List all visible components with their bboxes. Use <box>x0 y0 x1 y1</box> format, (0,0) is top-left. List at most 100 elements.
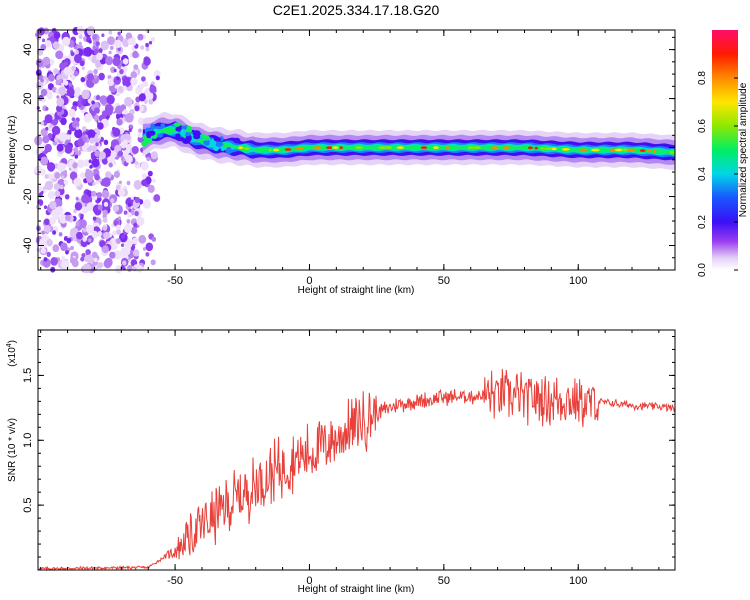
snr-y-ticks: 0.5 1.0 1.5 <box>22 335 675 558</box>
ridge-blotch <box>233 137 241 144</box>
snr-multiplier-close: ) <box>7 340 18 343</box>
noise-blob <box>74 54 82 64</box>
noise-blob <box>91 190 97 197</box>
noise-blob <box>96 192 103 199</box>
spectrogram-y-axis-label: Frequency (Hz) <box>7 116 18 185</box>
noise-blob <box>122 77 131 88</box>
noise-blob <box>115 265 123 274</box>
noise-blob <box>81 99 86 105</box>
x-tick-label: 0 <box>306 275 312 287</box>
noise-blob <box>63 179 69 186</box>
noise-blob <box>112 204 120 212</box>
noise-blob <box>40 247 47 254</box>
noise-blob <box>80 76 86 83</box>
noise-blob <box>40 128 48 137</box>
ridge-blotch <box>157 133 164 138</box>
noise-blob <box>97 230 103 237</box>
noise-blob <box>54 172 61 179</box>
noise-blob <box>123 210 128 215</box>
noise-blob <box>75 220 81 227</box>
noise-blob <box>56 104 63 113</box>
noise-blob <box>44 114 53 124</box>
colorbar-gradient <box>712 30 738 270</box>
noise-blob <box>108 162 113 168</box>
noise-blob <box>122 85 128 91</box>
noise-blob <box>137 131 144 138</box>
noise-blob <box>43 189 47 193</box>
noise-blob <box>100 40 109 51</box>
noise-blob <box>110 150 117 158</box>
noise-blob <box>61 175 65 180</box>
noise-blob <box>86 26 96 36</box>
noise-blob <box>87 146 92 153</box>
noise-blob <box>49 200 57 210</box>
noise-blob <box>91 230 99 239</box>
noise-blob <box>122 40 129 48</box>
noise-blob <box>40 44 47 51</box>
noise-blob <box>150 259 156 266</box>
noise-blob <box>118 180 122 184</box>
ridge-hotspot <box>243 147 250 151</box>
ridge-hotspot <box>295 147 304 150</box>
noise-blob <box>140 45 145 50</box>
ridge-blotch <box>169 127 175 133</box>
noise-blob <box>68 82 72 87</box>
svg-text:(x104): (x104) <box>6 340 18 367</box>
noise-blob <box>117 86 124 93</box>
noise-blob <box>117 150 124 157</box>
noise-blob <box>63 66 72 76</box>
noise-blob <box>102 225 108 231</box>
snr-plot-area <box>38 330 675 570</box>
y-tick-label: 40 <box>22 43 34 55</box>
noise-blob <box>114 84 119 89</box>
noise-blob <box>133 223 138 228</box>
noise-blob <box>86 202 95 212</box>
noise-blob <box>107 78 115 87</box>
noise-blob <box>90 110 96 117</box>
ridge-hotspot <box>561 148 570 151</box>
noise-blob <box>57 162 66 172</box>
noise-blob <box>35 58 44 68</box>
ridge-hotspot <box>491 146 499 150</box>
snr-line-series <box>37 368 676 572</box>
noise-blob <box>107 156 113 163</box>
noise-blob <box>82 237 87 242</box>
noise-blob <box>95 95 101 101</box>
noise-blob <box>46 251 51 257</box>
noise-blob <box>73 147 78 153</box>
noise-blob <box>89 165 93 169</box>
noise-blob <box>145 242 154 252</box>
noise-blob <box>40 156 49 166</box>
noise-blob <box>128 128 132 133</box>
noise-blob <box>112 126 116 132</box>
noise-blob <box>125 154 133 164</box>
noise-blob <box>133 180 142 190</box>
noise-blob <box>61 255 66 261</box>
noise-blob <box>83 46 93 57</box>
noise-blob <box>107 36 115 45</box>
noise-blob <box>155 75 160 81</box>
noise-blob <box>134 196 141 204</box>
snr-x-axis-label: Height of straight line (km) <box>298 584 415 595</box>
noise-blob <box>97 262 103 269</box>
noise-blob <box>141 179 148 187</box>
ridge-hotspot <box>467 146 475 150</box>
y-tick-label: 20 <box>22 92 34 104</box>
noise-blob <box>51 125 61 136</box>
colorbar-tick-label: 0.6 <box>697 119 708 133</box>
noise-blob <box>60 117 67 126</box>
noise-blob <box>81 66 86 70</box>
ridge-hotspot <box>670 150 675 154</box>
noise-blob <box>44 174 49 179</box>
noise-blob <box>52 41 60 50</box>
noise-blob <box>73 90 81 98</box>
noise-blob <box>103 139 109 145</box>
noise-blob <box>74 154 79 159</box>
noise-blob <box>77 159 85 169</box>
noise-blob <box>49 59 55 66</box>
noise-blob <box>101 189 110 199</box>
ridge-hotspot <box>272 148 280 152</box>
ridge-hotspot <box>238 146 244 150</box>
noise-blob <box>124 96 133 107</box>
noise-blob <box>117 188 126 197</box>
